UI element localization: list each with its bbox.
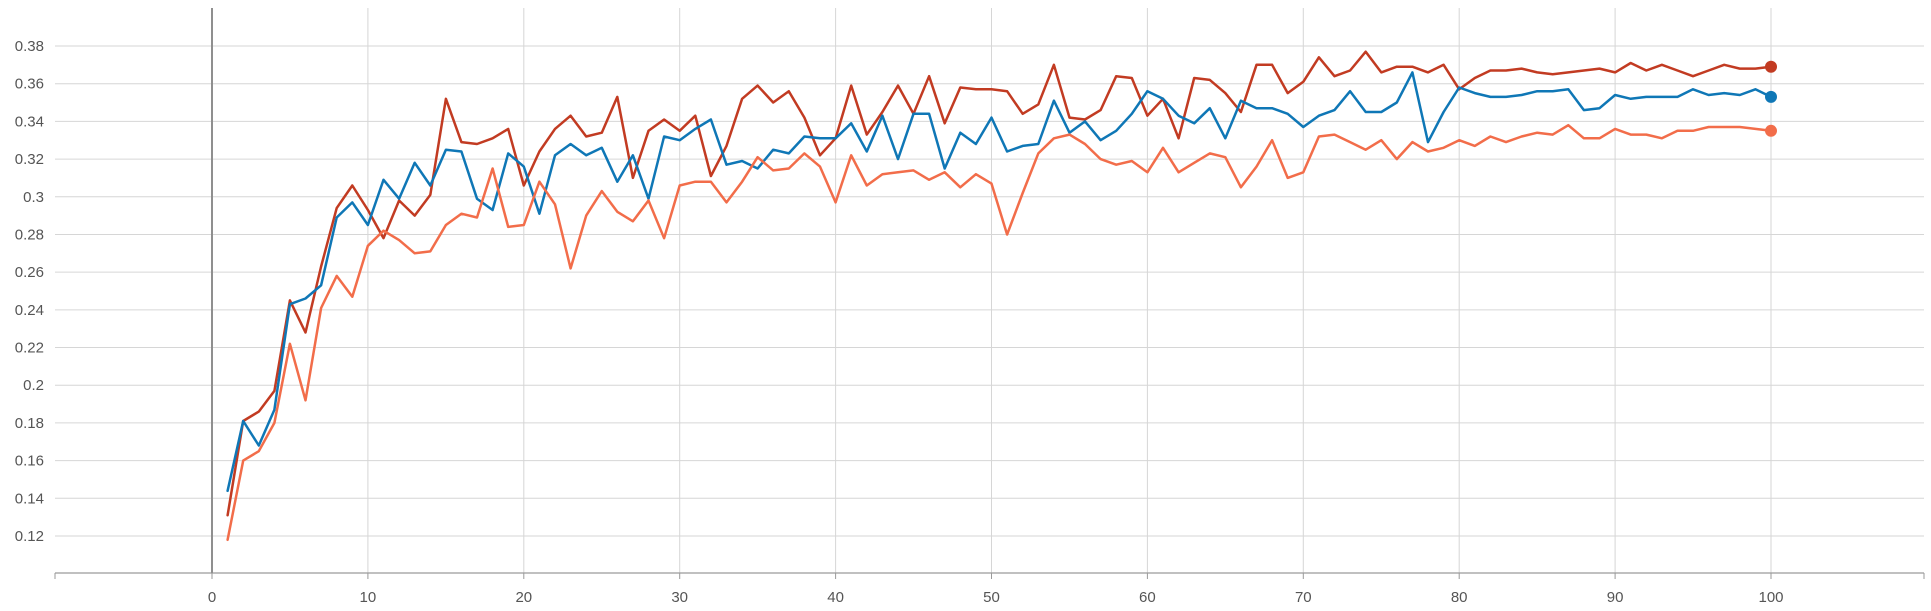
- series-lines: [226, 50, 1773, 542]
- x-tick-label: 10: [360, 589, 377, 606]
- x-axis-tick-labels: 0 10 20 30 40 50 60 70 80 90 100: [208, 589, 1784, 606]
- y-tick-label: 0.34: [15, 113, 44, 130]
- x-tick-label: 0: [208, 589, 216, 606]
- x-tick-label: 40: [827, 589, 844, 606]
- y-tick-label: 0.28: [15, 226, 44, 243]
- series-points-3: [227, 125, 1771, 540]
- series-end-marker-3[interactable]: [1765, 124, 1777, 137]
- series-end-marker-2[interactable]: [1765, 90, 1777, 103]
- y-tick-label: 0.2: [23, 377, 44, 394]
- y-axis-tick-labels: 0.12 0.14 0.16 0.18 0.2 0.22 0.24 0.26 0.28 0.3 0.…: [15, 38, 44, 545]
- y-tick-label: 0.14: [15, 490, 44, 507]
- x-tick-label: 50: [983, 589, 1000, 606]
- x-tick-label: 60: [1139, 589, 1156, 606]
- y-tick-label: 0.36: [15, 76, 44, 93]
- y-tick-label: 0.38: [15, 38, 44, 55]
- x-tick-label: 30: [671, 589, 688, 606]
- axes: [54, 8, 1925, 579]
- x-tick-label: 20: [515, 589, 532, 606]
- series-line-3: [226, 123, 1773, 542]
- series-line-2: [226, 71, 1773, 493]
- y-tick-label: 0.22: [15, 340, 44, 357]
- x-tick-label: 80: [1451, 589, 1468, 606]
- x-tick-label: 90: [1607, 589, 1624, 606]
- y-tick-label: 0.3: [23, 189, 44, 206]
- series-end-marker-1[interactable]: [1765, 60, 1777, 73]
- y-tick-label: 0.24: [15, 302, 44, 319]
- grid: [55, 8, 1924, 573]
- y-tick-label: 0.12: [15, 528, 44, 545]
- series-line-1: [226, 50, 1773, 517]
- x-tick-label: 70: [1295, 589, 1312, 606]
- y-tick-label: 0.16: [15, 453, 44, 470]
- y-tick-label: 0.32: [15, 151, 44, 168]
- series-end-markers: [1765, 60, 1777, 137]
- y-tick-label: 0.18: [15, 415, 44, 432]
- x-tick-label: 100: [1758, 589, 1783, 606]
- y-tick-label: 0.26: [15, 264, 44, 281]
